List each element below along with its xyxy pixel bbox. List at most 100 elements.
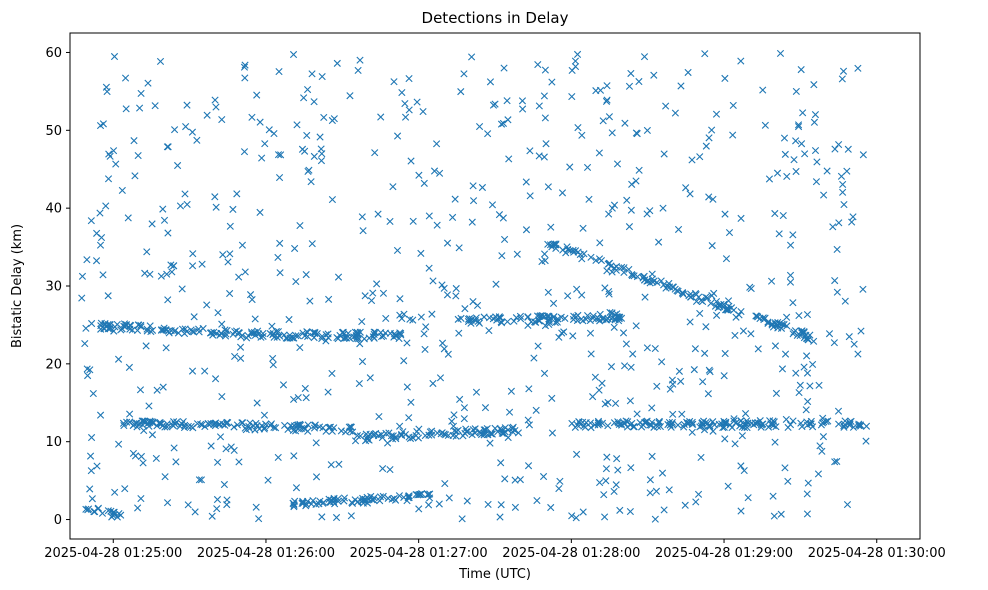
scatter-points	[78, 49, 871, 523]
detection-point	[795, 311, 803, 320]
detection-point	[248, 295, 256, 304]
detection-point	[604, 260, 612, 268]
detection-point	[510, 317, 518, 325]
detection-point	[792, 137, 800, 145]
detection-point	[265, 126, 273, 134]
detection-point	[310, 98, 318, 106]
detection-point	[318, 72, 326, 81]
detection-point	[625, 82, 634, 90]
detection-point	[300, 94, 308, 102]
detection-point	[461, 305, 469, 313]
detection-point	[258, 154, 266, 162]
detection-point	[525, 385, 533, 393]
detection-point	[432, 140, 441, 148]
detection-point	[737, 57, 745, 65]
detection-point	[692, 498, 700, 506]
detection-point	[146, 322, 154, 330]
detection-point	[526, 147, 534, 155]
detection-point	[230, 423, 238, 431]
detection-point	[195, 328, 203, 336]
detection-point	[803, 369, 812, 377]
detection-point	[587, 253, 595, 261]
detection-point	[526, 192, 534, 200]
detection-point	[841, 297, 849, 305]
detection-point	[270, 423, 278, 431]
detection-point	[797, 419, 805, 427]
detection-point	[678, 410, 686, 418]
detection-point	[275, 67, 283, 76]
detection-point	[156, 57, 165, 66]
detection-point	[348, 498, 356, 506]
detection-point	[622, 340, 630, 348]
detection-point	[613, 313, 622, 321]
detection-point	[595, 386, 603, 394]
detection-point	[495, 211, 504, 219]
detection-point	[258, 422, 266, 430]
detection-point	[652, 487, 661, 495]
detection-point	[468, 218, 476, 226]
detection-point	[96, 209, 104, 217]
detection-point	[857, 327, 865, 335]
detection-point	[790, 156, 798, 164]
detection-point	[519, 105, 527, 113]
detection-point	[505, 408, 514, 416]
detection-point	[119, 419, 128, 427]
detection-point	[84, 505, 93, 513]
detection-point	[182, 123, 190, 131]
detection-point	[767, 277, 776, 285]
detection-point	[270, 129, 278, 138]
detection-point	[646, 489, 654, 497]
detection-point	[468, 315, 476, 323]
detection-point	[587, 350, 595, 358]
detection-point	[811, 111, 820, 119]
detection-point	[569, 332, 577, 340]
detection-point	[358, 318, 366, 326]
detection-point	[318, 332, 326, 340]
detection-point	[620, 264, 628, 272]
detection-point	[146, 417, 154, 425]
detection-point	[226, 222, 234, 230]
detection-point	[573, 50, 582, 58]
detection-point	[771, 319, 779, 327]
detection-point	[778, 365, 787, 373]
detection-point	[160, 216, 169, 224]
detection-point	[468, 53, 476, 61]
detection-point	[682, 184, 690, 192]
detection-point	[188, 367, 197, 375]
detection-point	[789, 299, 797, 307]
detection-point	[266, 330, 274, 338]
detection-point	[269, 354, 277, 363]
detection-point	[650, 277, 658, 285]
detection-point	[232, 327, 241, 335]
detection-point	[98, 509, 107, 517]
detection-point	[311, 421, 319, 430]
detection-point	[496, 513, 504, 521]
detection-point	[610, 323, 618, 331]
detection-point	[347, 512, 355, 520]
detection-point	[235, 273, 243, 281]
detection-point	[256, 208, 264, 216]
detection-point	[564, 245, 572, 254]
detection-point	[86, 366, 94, 374]
detection-point	[83, 256, 91, 264]
detection-point	[129, 449, 137, 458]
detection-point	[602, 316, 610, 324]
detection-point	[783, 313, 791, 321]
detection-point	[573, 285, 581, 293]
detection-point	[752, 419, 760, 428]
detection-point	[170, 126, 179, 134]
detection-point	[601, 284, 609, 292]
detection-point	[304, 427, 312, 435]
detection-point	[178, 285, 186, 293]
detection-point	[859, 285, 867, 293]
detection-point	[504, 426, 512, 434]
y-tick-label: 10	[45, 435, 62, 450]
detection-point	[238, 241, 247, 249]
detection-point	[646, 476, 654, 484]
detection-point	[847, 417, 855, 425]
detection-point	[260, 411, 269, 419]
detection-point	[626, 397, 634, 405]
detection-point	[179, 417, 187, 426]
detection-point	[322, 337, 330, 345]
detection-point	[677, 377, 685, 385]
